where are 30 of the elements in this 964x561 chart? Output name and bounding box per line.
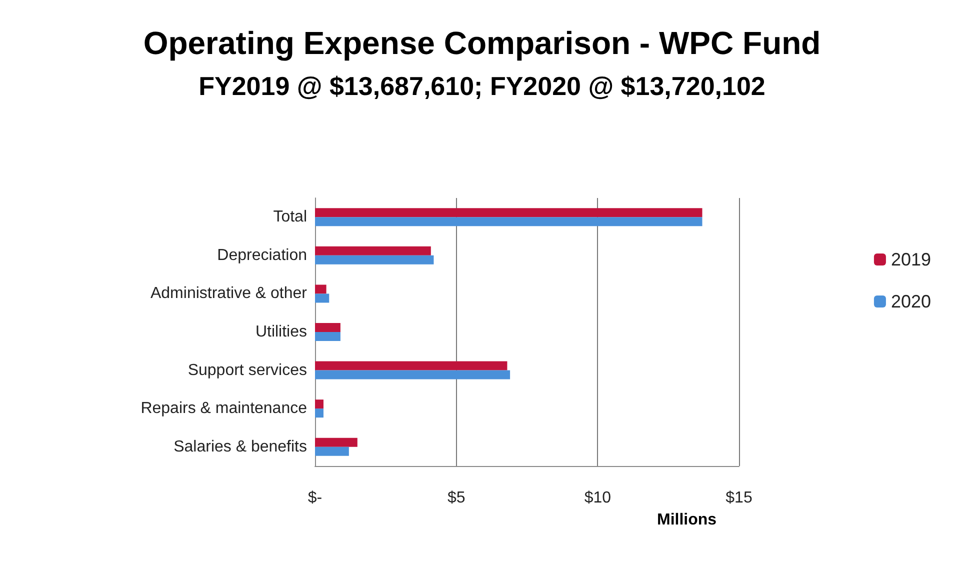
bar [315,217,702,226]
x-tick-label: $15 [726,490,752,506]
x-axis-title: Millions [657,512,717,528]
x-tick-label: $10 [584,490,612,506]
bar [315,208,702,218]
bar [315,284,326,294]
y-tick-label: Salaries & benefits [174,438,307,456]
bar [315,323,340,332]
bar [315,446,349,456]
x-tick-label: $5 [447,490,466,506]
bar [315,246,431,256]
y-tick-label: Depreciation [217,246,307,264]
bar [315,438,358,447]
legend-label: 2019 [890,250,932,270]
bar [315,255,434,264]
bar [315,294,330,303]
bar [315,370,510,380]
y-tick-label: Support services [188,362,307,379]
y-tick-label: Administrative & other [150,285,308,302]
bar [315,408,324,418]
legend-label: 2020 [890,292,932,312]
chart-title: Operating Expense Comparison - WPC Fund [143,25,821,61]
bar [315,361,508,370]
y-tick-label: Repairs & maintenance [140,400,308,418]
x-tick-label: $- [308,490,322,506]
bar [315,332,340,341]
chart-subtitle: FY2019 @ $13,687,610; FY2020 @ $13,720,102 [198,71,766,101]
bar [315,400,324,409]
y-tick-label: Utilities [255,324,307,340]
y-tick-label: Total [273,208,307,226]
